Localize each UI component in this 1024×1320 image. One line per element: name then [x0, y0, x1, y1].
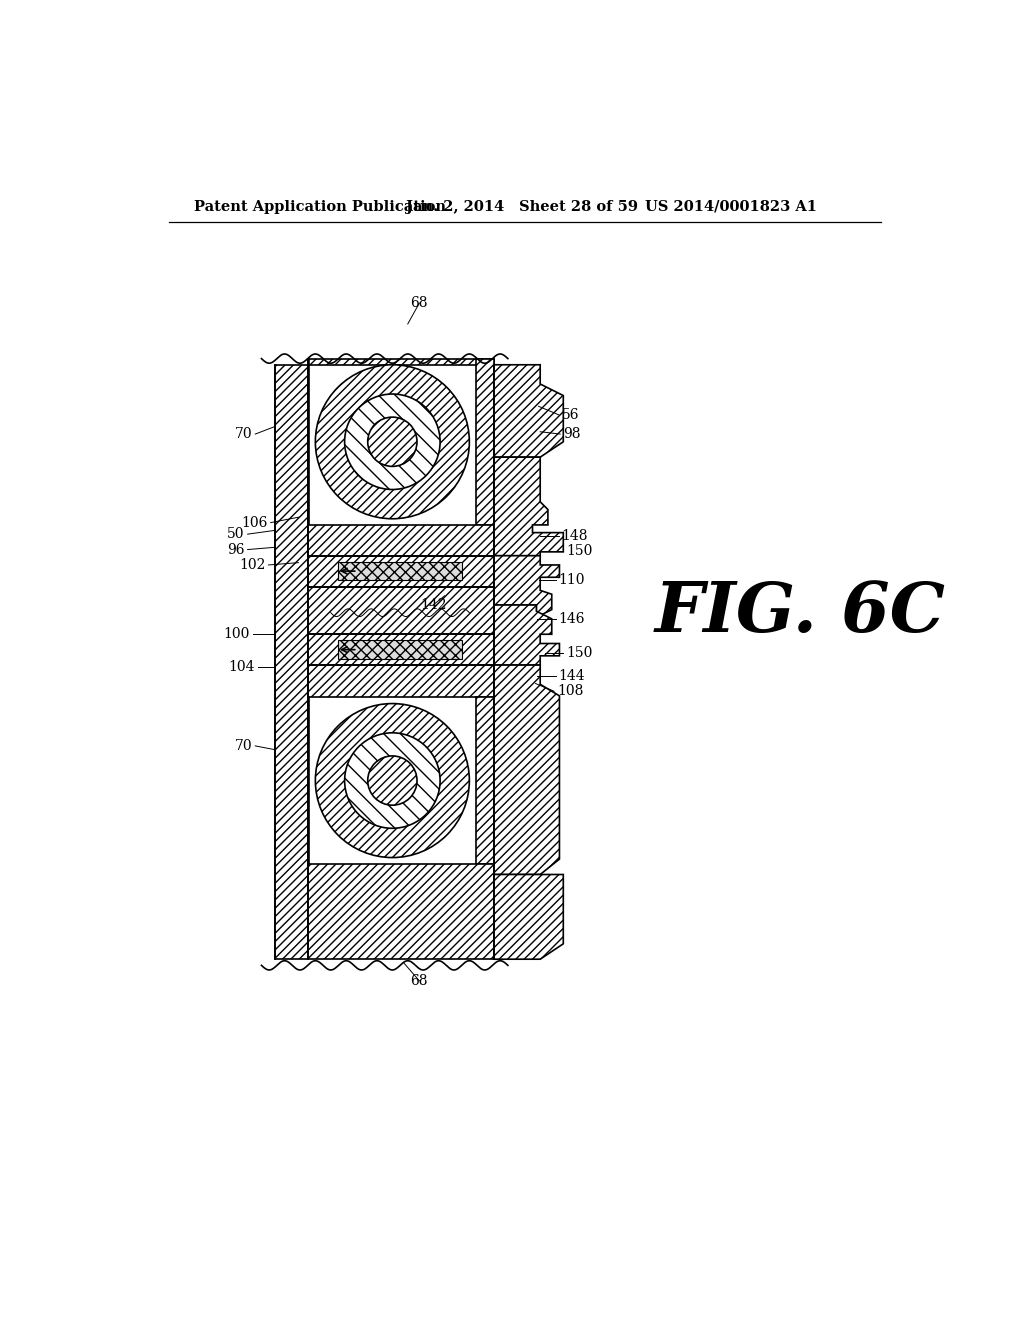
- Text: FIG. 6C: FIG. 6C: [654, 579, 945, 647]
- Text: 68: 68: [411, 296, 428, 310]
- Polygon shape: [275, 364, 307, 960]
- Polygon shape: [475, 359, 494, 525]
- Text: 70: 70: [234, 739, 252, 752]
- Circle shape: [368, 417, 417, 466]
- Text: 104: 104: [228, 660, 255, 673]
- Text: 96: 96: [227, 543, 245, 557]
- Polygon shape: [307, 359, 494, 364]
- Text: 100: 100: [223, 627, 250, 642]
- Polygon shape: [494, 457, 563, 556]
- Polygon shape: [307, 359, 309, 525]
- Text: 56: 56: [562, 408, 580, 422]
- Text: 150: 150: [566, 544, 593, 558]
- Text: 102: 102: [239, 558, 265, 572]
- Text: 68: 68: [411, 974, 428, 987]
- Polygon shape: [494, 665, 559, 874]
- Polygon shape: [494, 364, 563, 457]
- Text: 150: 150: [566, 645, 593, 660]
- Text: 142: 142: [420, 598, 446, 612]
- Text: Sheet 28 of 59: Sheet 28 of 59: [519, 199, 638, 214]
- Text: 110: 110: [559, 573, 585, 587]
- Text: 148: 148: [562, 529, 588, 543]
- Text: 146: 146: [559, 612, 585, 626]
- Polygon shape: [339, 640, 462, 659]
- Polygon shape: [494, 874, 563, 960]
- Polygon shape: [307, 586, 494, 635]
- Polygon shape: [494, 605, 559, 665]
- Text: Jan. 2, 2014: Jan. 2, 2014: [407, 199, 505, 214]
- Text: 98: 98: [563, 428, 581, 441]
- Text: 70: 70: [234, 428, 252, 441]
- Polygon shape: [307, 635, 494, 665]
- Circle shape: [315, 704, 469, 858]
- Text: US 2014/0001823 A1: US 2014/0001823 A1: [645, 199, 817, 214]
- Text: 108: 108: [557, 684, 584, 698]
- Text: 144: 144: [559, 669, 586, 682]
- Circle shape: [345, 393, 440, 490]
- Polygon shape: [475, 697, 494, 863]
- Polygon shape: [339, 562, 462, 581]
- Circle shape: [345, 733, 440, 829]
- Polygon shape: [307, 665, 494, 697]
- Polygon shape: [307, 525, 494, 556]
- Polygon shape: [307, 863, 494, 960]
- Polygon shape: [307, 697, 309, 863]
- Polygon shape: [494, 556, 559, 618]
- Circle shape: [315, 364, 469, 519]
- Text: Patent Application Publication: Patent Application Publication: [194, 199, 445, 214]
- Circle shape: [368, 756, 417, 805]
- Text: 50: 50: [227, 527, 245, 541]
- Polygon shape: [307, 556, 494, 586]
- Text: 106: 106: [242, 516, 267, 529]
